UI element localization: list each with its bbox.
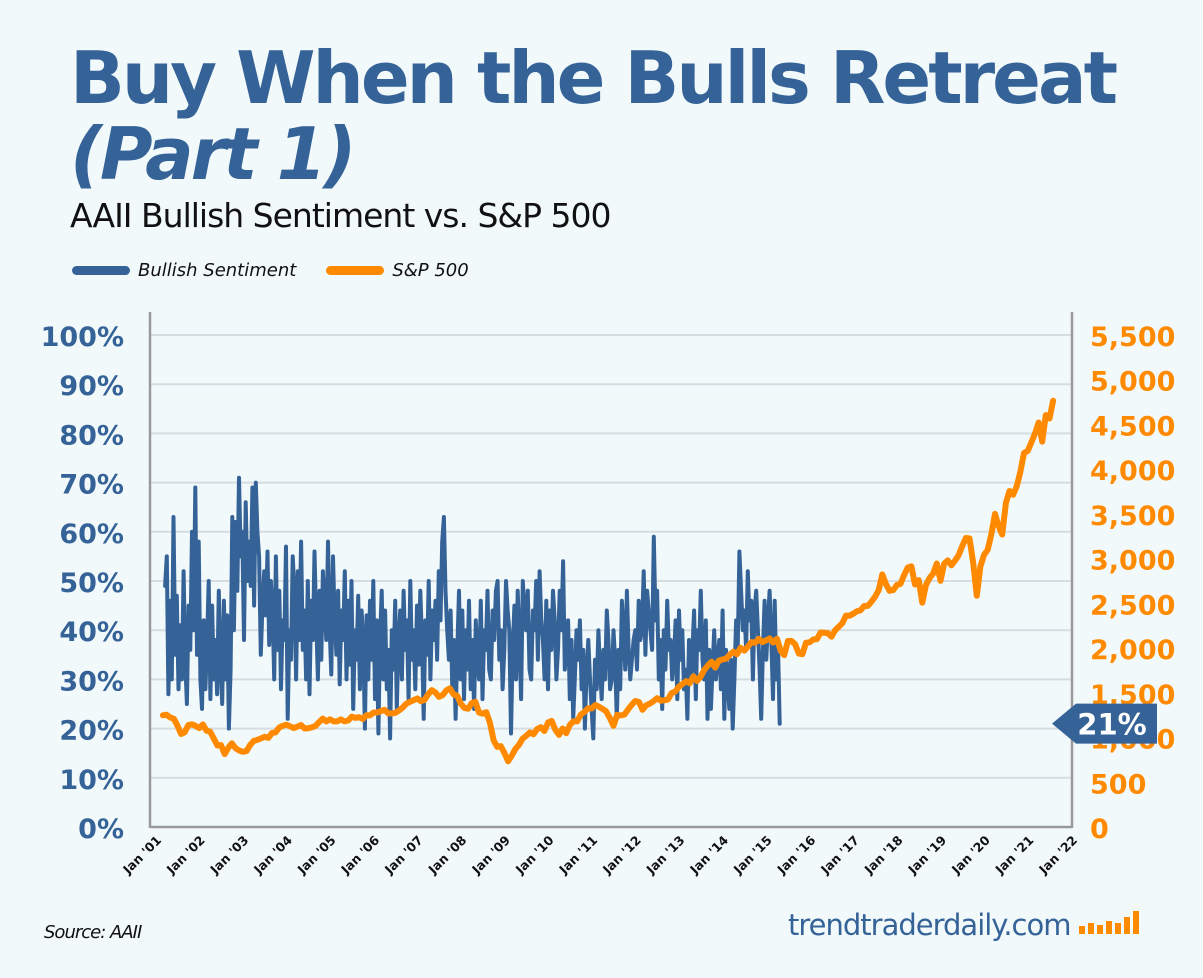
- legend-swatch-sp500: [326, 266, 385, 275]
- brand-text: trendtraderdaily.com: [788, 908, 1071, 942]
- title-line-1: Buy When the Bulls Retreat: [70, 36, 1118, 120]
- left-tick-label: 90%: [59, 371, 124, 402]
- left-tick-label: 30%: [59, 666, 124, 697]
- right-tick-label: 4,500: [1090, 411, 1175, 442]
- chart-subtitle: AAII Bullish Sentiment vs. S&P 500: [70, 196, 612, 235]
- right-tick-label: 5,500: [1090, 322, 1175, 353]
- left-tick-label: 0%: [78, 814, 124, 845]
- right-tick-label: 500: [1090, 769, 1146, 800]
- left-tick-label: 40%: [59, 617, 124, 648]
- x-tick-label: Jan '07: [381, 833, 426, 878]
- left-axis-ticks: 0% 10% 20% 30% 40% 50% 60% 70% 80% 90% 100%: [41, 322, 124, 845]
- x-tick-label: Jan '09: [468, 833, 513, 878]
- x-tick-label: Jan '08: [425, 833, 470, 878]
- x-tick-label: Jan '17: [817, 833, 862, 878]
- left-tick-label: 10%: [59, 765, 124, 796]
- x-tick-label: Jan '18: [861, 833, 906, 878]
- x-tick-label: Jan '14: [686, 832, 731, 877]
- x-tick-label: Jan '15: [730, 833, 775, 878]
- legend-swatch-sentiment: [72, 266, 130, 275]
- series-lines: [159, 397, 1057, 765]
- left-tick-label: 70%: [59, 470, 124, 501]
- page-title: Buy When the Bulls Retreat (Part 1): [70, 40, 1118, 196]
- left-tick-label: 20%: [59, 716, 124, 747]
- right-axis-ticks: 05001,0001,5002,0002,5003,0003,5004,0004…: [1090, 322, 1175, 845]
- x-tick-label: Jan '04: [250, 832, 295, 877]
- x-tick-label: Jan '10: [512, 832, 557, 877]
- right-tick-label: 5,000: [1090, 367, 1175, 398]
- x-tick-label: Jan '19: [904, 833, 949, 878]
- x-tick-label: Jan '02: [163, 833, 208, 878]
- x-tick-label: Jan '22: [1035, 833, 1080, 878]
- legend-item-sp500: S&P 500: [326, 260, 469, 281]
- title-line-2: (Part 1): [70, 112, 357, 196]
- legend-label-sentiment: Bullish Sentiment: [138, 260, 297, 281]
- right-tick-label: 3,500: [1090, 501, 1175, 532]
- right-tick-label: 0: [1090, 814, 1109, 845]
- left-tick-label: 80%: [59, 420, 124, 451]
- callout-label: 21%: [1077, 708, 1146, 742]
- brand-bars-icon: [1078, 906, 1142, 934]
- x-tick-label: Jan '12: [599, 833, 644, 878]
- callout-badge: [1052, 703, 1157, 744]
- left-tick-label: 100%: [41, 322, 124, 353]
- legend-label-sp500: S&P 500: [392, 260, 469, 281]
- x-tick-label: Jan '20: [948, 832, 993, 877]
- x-tick-label: Jan '16: [773, 832, 818, 877]
- x-tick-label: Jan '21: [992, 833, 1037, 878]
- x-tick-label: Jan '11: [555, 833, 600, 878]
- x-tick-label: Jan '06: [337, 832, 382, 877]
- chart-legend: Bullish Sentiment S&P 500: [72, 260, 499, 281]
- x-axis-ticks: Jan '01 Jan '02 Jan '03 Jan '04 Jan '05 Jan '…: [119, 832, 1080, 877]
- right-tick-label: 2,500: [1090, 590, 1175, 621]
- sentiment-line: [163, 475, 782, 741]
- right-tick-label: 3,000: [1090, 546, 1175, 577]
- x-tick-label: Jan '03: [206, 833, 251, 878]
- brand-logo: trendtraderdaily.com: [788, 906, 1142, 942]
- x-tick-label: Jan '05: [294, 833, 339, 878]
- legend-item-sentiment: Bullish Sentiment: [72, 260, 296, 281]
- left-tick-label: 60%: [59, 519, 124, 550]
- gridlines: [150, 334, 1072, 779]
- x-tick-label: Jan '13: [643, 833, 688, 878]
- right-tick-label: 2,000: [1090, 635, 1175, 666]
- axes: [148, 312, 1074, 829]
- sp500-line: [159, 397, 1057, 765]
- left-tick-label: 50%: [59, 568, 124, 599]
- source-note: Source: AAII: [44, 922, 142, 943]
- callout: 21%: [1052, 703, 1157, 744]
- right-tick-label: 4,000: [1090, 456, 1175, 487]
- x-tick-label: Jan '01: [119, 833, 164, 878]
